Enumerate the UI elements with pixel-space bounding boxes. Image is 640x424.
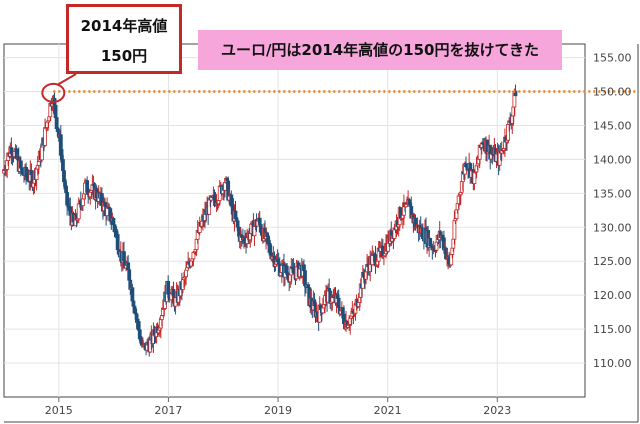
callout-2014-high: 2014年高値 150円	[66, 4, 182, 74]
x-tick-label: 2023	[483, 404, 511, 417]
plot-frame	[3, 43, 586, 398]
x-tick-label: 2021	[374, 404, 402, 417]
candle-down	[130, 287, 135, 302]
callout-line1: 2014年高値	[80, 17, 168, 35]
candle-up	[81, 198, 85, 206]
y-tick-label: 150.00	[593, 86, 632, 99]
candle-up	[320, 307, 325, 314]
x-tick-label: 2015	[45, 404, 73, 417]
candle-down	[54, 117, 59, 129]
y-tick-label: 140.00	[593, 153, 632, 166]
y-tick-label: 130.00	[593, 221, 632, 234]
candle-down	[513, 90, 518, 97]
x-tick-label: 2017	[154, 404, 182, 417]
candle-up	[184, 269, 188, 278]
candle-down	[53, 104, 58, 118]
y-tick-label: 120.00	[593, 289, 632, 302]
y-axis-labels: 110.00 115.00 120.00 125.00 130.00 135.00 140.…	[593, 52, 632, 370]
candle-down	[306, 284, 311, 289]
x-tick-label: 2019	[264, 404, 292, 417]
candle-up	[36, 161, 41, 166]
candle-up	[472, 172, 477, 184]
y-tick-label: 145.00	[593, 119, 632, 132]
candles	[2, 84, 518, 357]
headline-banner: ユーロ/円は2014年高値の150円を抜けてきた	[198, 30, 562, 70]
highlight-circle	[41, 82, 66, 103]
y-tick-label: 115.00	[593, 323, 632, 336]
grid-lines	[4, 44, 585, 402]
callout-line2: 150円	[100, 47, 148, 65]
y-tick-label: 155.00	[593, 52, 632, 65]
candle-down	[64, 185, 68, 193]
y-tick-label: 110.00	[593, 357, 632, 370]
callout-connector	[56, 73, 77, 86]
x-axis-labels: 2015 2017 2019 2021 2023	[45, 404, 511, 417]
highlight-group	[41, 73, 77, 103]
candle-up	[39, 146, 44, 161]
y-tick-label: 135.00	[593, 187, 632, 200]
y-tick-label: 125.00	[593, 255, 632, 268]
candle-down	[233, 210, 238, 220]
